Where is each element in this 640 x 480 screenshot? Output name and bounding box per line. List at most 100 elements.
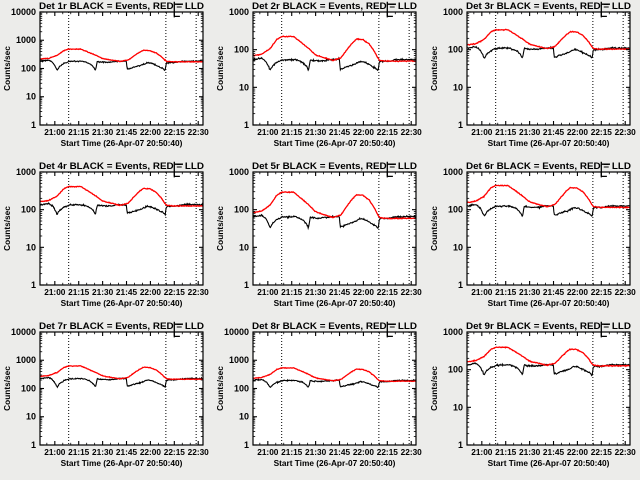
svg-text:21:45: 21:45: [543, 127, 565, 137]
svg-text:Counts/sec: Counts/sec: [215, 206, 225, 251]
svg-text:22:00: 22:00: [140, 127, 162, 137]
svg-text:21:15: 21:15: [68, 447, 90, 457]
svg-text:21:30: 21:30: [519, 287, 541, 297]
svg-text:1000: 1000: [443, 327, 463, 337]
svg-text:Start Time (26-Apr-07 20:50:40: Start Time (26-Apr-07 20:50:40): [274, 138, 396, 148]
svg-text:21:15: 21:15: [281, 127, 303, 137]
svg-text:22:15: 22:15: [377, 287, 399, 297]
svg-text:22:00: 22:00: [353, 127, 375, 137]
svg-text:Start Time (26-Apr-07 20:50:40: Start Time (26-Apr-07 20:50:40): [487, 458, 609, 468]
svg-text:1000: 1000: [229, 355, 249, 365]
svg-text:1: 1: [31, 440, 36, 450]
svg-text:21:00: 21:00: [471, 127, 493, 137]
svg-text:10000: 10000: [11, 327, 36, 337]
svg-text:100: 100: [448, 205, 463, 215]
svg-text:1: 1: [458, 280, 463, 290]
svg-text:21:45: 21:45: [329, 287, 351, 297]
svg-text:21:30: 21:30: [92, 127, 114, 137]
svg-text:21:15: 21:15: [495, 447, 517, 457]
svg-text:Counts/sec: Counts/sec: [215, 366, 225, 411]
svg-text:21:15: 21:15: [495, 127, 517, 137]
svg-text:22:00: 22:00: [566, 287, 588, 297]
svg-text:Det 6r BLACK = Events, RED = L: Det 6r BLACK = Events, RED = LLD: [466, 161, 631, 171]
svg-text:21:15: 21:15: [495, 287, 517, 297]
svg-text:21:00: 21:00: [471, 447, 493, 457]
svg-text:21:30: 21:30: [92, 287, 114, 297]
svg-text:22:00: 22:00: [140, 287, 162, 297]
svg-text:1000: 1000: [16, 355, 36, 365]
svg-text:Det 4r BLACK = Events, RED = L: Det 4r BLACK = Events, RED = LLD: [39, 161, 204, 171]
svg-text:21:45: 21:45: [116, 447, 138, 457]
svg-text:100: 100: [448, 365, 463, 375]
svg-text:1: 1: [31, 280, 36, 290]
svg-text:21:00: 21:00: [44, 447, 66, 457]
svg-text:21:45: 21:45: [116, 127, 138, 137]
svg-text:21:15: 21:15: [68, 287, 90, 297]
svg-text:21:00: 21:00: [44, 127, 66, 137]
svg-text:21:00: 21:00: [258, 287, 280, 297]
svg-text:21:45: 21:45: [329, 127, 351, 137]
svg-text:Start Time (26-Apr-07 20:50:40: Start Time (26-Apr-07 20:50:40): [61, 138, 183, 148]
svg-text:22:00: 22:00: [353, 287, 375, 297]
svg-text:22:15: 22:15: [164, 447, 186, 457]
svg-text:1: 1: [244, 440, 249, 450]
svg-text:21:30: 21:30: [92, 447, 114, 457]
svg-text:Counts/sec: Counts/sec: [215, 46, 225, 91]
svg-text:22:30: 22:30: [401, 127, 423, 137]
svg-text:21:00: 21:00: [258, 127, 280, 137]
svg-text:100: 100: [234, 205, 249, 215]
svg-text:22:15: 22:15: [377, 447, 399, 457]
svg-text:1000: 1000: [16, 35, 36, 45]
svg-text:100: 100: [21, 205, 36, 215]
svg-text:21:30: 21:30: [305, 287, 327, 297]
svg-text:21:15: 21:15: [281, 287, 303, 297]
svg-text:10: 10: [239, 82, 249, 92]
svg-text:22:15: 22:15: [377, 127, 399, 137]
svg-text:Det 7r BLACK = Events, RED = L: Det 7r BLACK = Events, RED = LLD: [39, 321, 204, 331]
svg-text:Start Time (26-Apr-07 20:50:40: Start Time (26-Apr-07 20:50:40): [274, 458, 396, 468]
svg-text:22:15: 22:15: [164, 287, 186, 297]
svg-text:21:30: 21:30: [519, 447, 541, 457]
svg-text:100: 100: [234, 45, 249, 55]
svg-text:Det 9r BLACK = Events, RED = L: Det 9r BLACK = Events, RED = LLD: [466, 321, 631, 331]
svg-text:1: 1: [244, 280, 249, 290]
svg-text:Start Time (26-Apr-07 20:50:40: Start Time (26-Apr-07 20:50:40): [61, 458, 183, 468]
svg-text:Det 3r BLACK = Events, RED = L: Det 3r BLACK = Events, RED = LLD: [466, 1, 631, 11]
svg-text:Counts/sec: Counts/sec: [429, 206, 439, 251]
svg-text:22:30: 22:30: [188, 447, 210, 457]
svg-text:22:15: 22:15: [590, 127, 612, 137]
svg-text:10000: 10000: [224, 327, 249, 337]
svg-text:21:00: 21:00: [471, 287, 493, 297]
svg-text:21:15: 21:15: [281, 447, 303, 457]
svg-text:22:30: 22:30: [188, 287, 210, 297]
svg-text:22:30: 22:30: [188, 127, 210, 137]
svg-text:21:15: 21:15: [68, 127, 90, 137]
svg-text:21:30: 21:30: [519, 127, 541, 137]
svg-text:Det 2r BLACK = Events, RED = L: Det 2r BLACK = Events, RED = LLD: [252, 1, 417, 11]
svg-text:1000: 1000: [443, 7, 463, 17]
svg-text:Counts/sec: Counts/sec: [2, 366, 12, 411]
svg-text:Start Time (26-Apr-07 20:50:40: Start Time (26-Apr-07 20:50:40): [487, 298, 609, 308]
svg-text:21:00: 21:00: [44, 287, 66, 297]
svg-text:100: 100: [448, 45, 463, 55]
svg-text:Counts/sec: Counts/sec: [2, 206, 12, 251]
svg-text:10000: 10000: [11, 7, 36, 17]
svg-text:22:30: 22:30: [614, 287, 636, 297]
svg-text:22:00: 22:00: [566, 447, 588, 457]
svg-text:100: 100: [21, 64, 36, 74]
svg-text:1: 1: [244, 120, 249, 130]
svg-text:1: 1: [31, 120, 36, 130]
svg-text:1000: 1000: [229, 7, 249, 17]
svg-text:22:00: 22:00: [566, 127, 588, 137]
svg-text:Det 8r BLACK = Events, RED = L: Det 8r BLACK = Events, RED = LLD: [252, 321, 417, 331]
svg-text:21:45: 21:45: [116, 287, 138, 297]
svg-text:10: 10: [239, 242, 249, 252]
svg-text:10: 10: [453, 242, 463, 252]
svg-text:22:00: 22:00: [140, 447, 162, 457]
svg-text:1: 1: [458, 120, 463, 130]
svg-text:22:00: 22:00: [353, 447, 375, 457]
svg-text:Det 5r BLACK = Events, RED = L: Det 5r BLACK = Events, RED = LLD: [252, 161, 417, 171]
svg-text:10: 10: [26, 92, 36, 102]
svg-text:1: 1: [458, 440, 463, 450]
svg-text:1000: 1000: [443, 167, 463, 177]
